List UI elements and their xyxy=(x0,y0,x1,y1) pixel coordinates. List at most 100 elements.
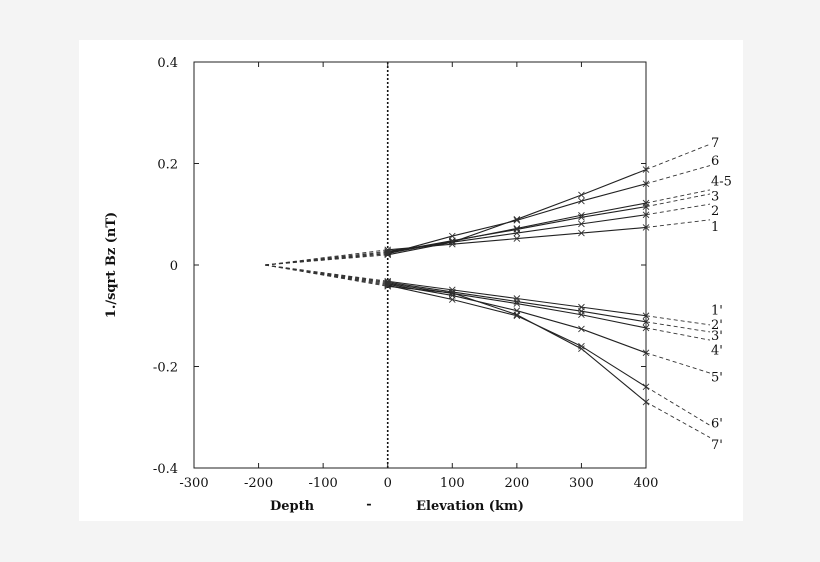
data-point xyxy=(578,311,585,319)
extrapolation-right xyxy=(645,352,711,374)
y-tick-label: -0.2 xyxy=(153,361,178,376)
curve-label: 3' xyxy=(711,329,723,344)
curve-label: 2' xyxy=(711,318,723,333)
data-point xyxy=(642,398,650,406)
data-point xyxy=(513,216,521,223)
x-tick-label: -200 xyxy=(244,476,273,491)
y-axis-title: 1./sqrt Bz (nT) xyxy=(104,212,119,318)
curves xyxy=(264,143,711,438)
data-point xyxy=(513,235,521,242)
extrapolation-right xyxy=(645,165,711,185)
extrapolation-right xyxy=(645,193,711,208)
x-tick-label: 400 xyxy=(634,476,659,491)
curve-label: 4-5 xyxy=(711,174,732,189)
extrapolation-left xyxy=(264,264,388,287)
x-tick-label: -100 xyxy=(309,476,338,491)
extrapolation-left xyxy=(264,264,388,283)
curve-label: 3 xyxy=(711,189,719,204)
data-point xyxy=(578,197,585,205)
series-1p xyxy=(264,264,711,326)
curve-label: 1 xyxy=(711,220,719,235)
data-point xyxy=(578,325,585,333)
extrapolation-right xyxy=(645,401,711,438)
data-point xyxy=(448,237,456,245)
extrapolation-right xyxy=(645,203,711,216)
axis-ticks: -300 -200 -100 0 100 200 300 400 -0.4 -0.2 0 0.2 0.4 xyxy=(153,56,658,491)
series-line xyxy=(387,283,647,354)
data-point xyxy=(513,295,521,302)
plot-border xyxy=(193,61,647,469)
curve-label: 1' xyxy=(711,304,723,319)
extrapolation-right xyxy=(645,386,711,426)
x-axis-title-elevation: Elevation (km) xyxy=(416,499,524,514)
extrapolation-right xyxy=(645,321,711,333)
chart-panel xyxy=(79,40,743,521)
extrapolation-right xyxy=(645,143,711,171)
extrapolation-left xyxy=(264,264,388,282)
data-point xyxy=(578,345,585,353)
data-point xyxy=(384,250,392,258)
curve-label: 7' xyxy=(711,438,723,453)
x-axis-title-depth: Depth xyxy=(270,499,315,514)
data-point xyxy=(642,324,650,332)
x-axis-title-separator: - xyxy=(366,497,371,512)
data-point xyxy=(642,180,650,188)
data-point xyxy=(642,224,650,231)
y-tick-label: 0.4 xyxy=(157,56,178,71)
data-point xyxy=(513,300,521,307)
series-6 xyxy=(264,165,711,266)
curve-label: 6 xyxy=(711,154,719,169)
x-tick-label: 0 xyxy=(384,476,392,491)
data-point xyxy=(448,232,456,240)
series-line xyxy=(387,284,647,388)
data-point xyxy=(513,311,521,319)
curve-label: 5' xyxy=(711,371,723,386)
data-point xyxy=(642,199,650,207)
extrapolation-right xyxy=(645,315,711,326)
x-tick-label: 200 xyxy=(504,476,529,491)
series-1 xyxy=(264,219,711,266)
data-point xyxy=(578,220,585,228)
data-point xyxy=(642,211,650,219)
series-line xyxy=(387,169,647,256)
extrapolation-left xyxy=(264,252,388,266)
data-point xyxy=(642,349,650,357)
data-point xyxy=(578,211,585,219)
curve-label: 4' xyxy=(711,343,723,358)
extrapolation-left xyxy=(264,254,388,266)
series-5p xyxy=(264,264,711,426)
data-point xyxy=(642,312,650,320)
x-tick-label: -300 xyxy=(179,476,208,491)
series-6p xyxy=(264,264,711,438)
x-tick-label: 100 xyxy=(440,476,465,491)
data-point xyxy=(642,383,650,391)
data-point xyxy=(384,281,392,289)
y-tick-label: 0 xyxy=(170,259,178,274)
series-3p xyxy=(264,264,711,341)
extrapolation-left xyxy=(264,264,388,286)
curve-label: 7 xyxy=(711,136,719,151)
data-point xyxy=(642,318,650,326)
y-tick-label: 0.2 xyxy=(157,158,178,173)
extrapolation-left xyxy=(264,253,388,266)
data-point xyxy=(513,226,521,233)
data-point xyxy=(578,229,585,237)
curve-label: 6' xyxy=(711,416,723,431)
extrapolation-left xyxy=(264,249,388,266)
data-point xyxy=(642,166,650,173)
series-7 xyxy=(264,143,711,266)
extrapolation-right xyxy=(645,219,711,228)
extrapolation-left xyxy=(264,250,388,266)
data-point xyxy=(448,238,456,246)
data-point xyxy=(384,282,392,290)
data-point xyxy=(448,289,456,297)
curve-label: 2 xyxy=(711,204,719,219)
data-point xyxy=(384,251,392,259)
extrapolation-left xyxy=(264,251,388,266)
data-point xyxy=(578,191,585,199)
data-point xyxy=(513,225,521,232)
x-tick-label: 300 xyxy=(569,476,594,491)
plot-frame xyxy=(193,61,647,469)
